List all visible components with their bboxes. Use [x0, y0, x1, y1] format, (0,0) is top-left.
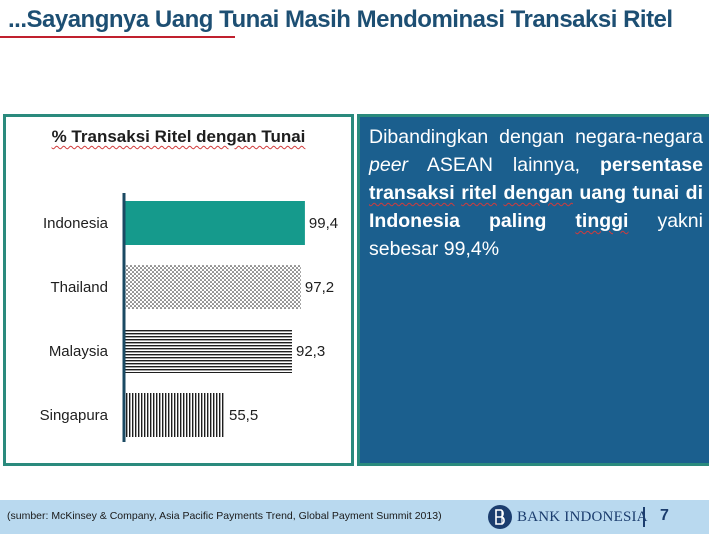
page-number: 7 — [660, 507, 669, 524]
bar-singapura — [124, 393, 226, 437]
page-separator — [643, 507, 645, 527]
bar-malaysia — [124, 329, 292, 373]
summary-text: Dibandingkan dengan negara-negara peer A… — [369, 126, 704, 260]
value-label-malaysia: 92,3 — [296, 343, 325, 360]
category-label-malaysia: Malaysia — [49, 343, 109, 360]
bar-chart: Indonesia 99,4 Thailand 97,2 Malaysia 92,3 Sin… — [40, 193, 338, 442]
logo-text: BANK INDONESIA — [517, 508, 648, 525]
bank-indonesia-logo-icon — [488, 505, 512, 529]
category-label-thailand: Thailand — [50, 279, 108, 296]
value-label-indonesia: 99,4 — [309, 215, 338, 232]
bar-indonesia — [124, 201, 305, 245]
category-label-singapura: Singapura — [40, 407, 109, 424]
summary-panel: Dibandingkan dengan negara-negara peer A… — [357, 114, 709, 466]
value-label-singapura: 55,5 — [229, 407, 258, 424]
category-label-indonesia: Indonesia — [43, 215, 109, 232]
bar-thailand — [124, 265, 301, 309]
source-note: (sumber: McKinsey & Company, Asia Pacifi… — [7, 510, 442, 522]
bank-indonesia-logo: BANK INDONESIA — [487, 505, 648, 529]
title-underline — [0, 36, 235, 38]
value-label-thailand: 97,2 — [305, 279, 334, 296]
slide-title: ...Sayangnya Uang Tunai Masih Mendominas… — [8, 6, 673, 33]
chart-panel: % Transaksi Ritel dengan Tunai Indonesia… — [3, 114, 354, 466]
footer: (sumber: McKinsey & Company, Asia Pacifi… — [0, 500, 709, 534]
chart-title: % Transaksi Ritel dengan Tunai — [51, 127, 306, 146]
